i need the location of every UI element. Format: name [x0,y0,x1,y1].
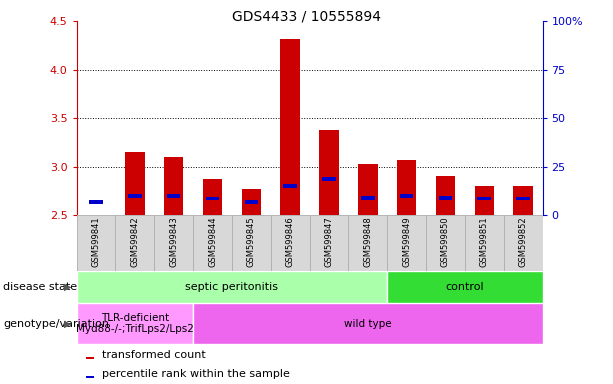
Bar [271,215,310,271]
Text: GSM599843: GSM599843 [169,217,178,268]
Bar [361,196,375,200]
Bar [281,38,300,215]
Text: transformed count: transformed count [102,350,206,360]
Bar [436,176,455,215]
Bar [387,271,543,303]
Text: GSM599844: GSM599844 [208,217,217,267]
Bar [400,194,413,198]
Bar [115,215,154,271]
Text: ▶: ▶ [64,318,72,329]
Bar [478,197,491,200]
Bar [358,164,378,215]
Text: GSM599851: GSM599851 [480,217,489,267]
Bar [242,189,261,215]
Text: GDS4433 / 10555894: GDS4433 / 10555894 [232,10,381,23]
Text: GSM599847: GSM599847 [324,217,333,268]
Bar [232,215,271,271]
Bar [206,197,219,200]
Bar [128,194,142,198]
Text: GSM599841: GSM599841 [91,217,101,267]
Text: control: control [446,282,484,292]
Text: genotype/variation: genotype/variation [3,318,109,329]
Text: ▶: ▶ [64,282,72,292]
Bar [319,130,338,215]
Bar [513,186,533,215]
Bar [86,376,94,378]
Bar [348,215,387,271]
Bar [89,200,103,204]
Text: GSM599842: GSM599842 [131,217,139,267]
Text: GSM599850: GSM599850 [441,217,450,267]
Text: GSM599846: GSM599846 [286,217,295,268]
Bar [474,186,494,215]
Bar [245,200,258,204]
Bar [77,303,193,344]
Bar [516,197,530,200]
Bar [86,357,94,359]
Text: septic peritonitis: septic peritonitis [185,282,278,292]
Bar [397,160,416,215]
Text: GSM599849: GSM599849 [402,217,411,267]
Bar [167,194,180,198]
Bar [193,215,232,271]
Text: GSM599845: GSM599845 [247,217,256,267]
Text: disease state: disease state [3,282,77,292]
Text: GSM599852: GSM599852 [519,217,528,267]
Bar [154,215,193,271]
Bar [77,215,115,271]
Bar [426,215,465,271]
Bar [125,152,145,215]
Bar [322,177,336,181]
Bar [164,157,183,215]
Bar [465,215,504,271]
Bar [77,271,387,303]
Bar [387,215,426,271]
Text: GSM599848: GSM599848 [364,217,372,268]
Bar [504,215,543,271]
Bar [439,196,452,200]
Text: percentile rank within the sample: percentile rank within the sample [102,369,290,379]
Bar [203,179,222,215]
Text: TLR-deficient
Myd88-/-;TrifLps2/Lps2: TLR-deficient Myd88-/-;TrifLps2/Lps2 [76,313,194,334]
Bar [310,215,348,271]
Bar [283,184,297,188]
Text: wild type: wild type [344,318,392,329]
Bar [193,303,543,344]
